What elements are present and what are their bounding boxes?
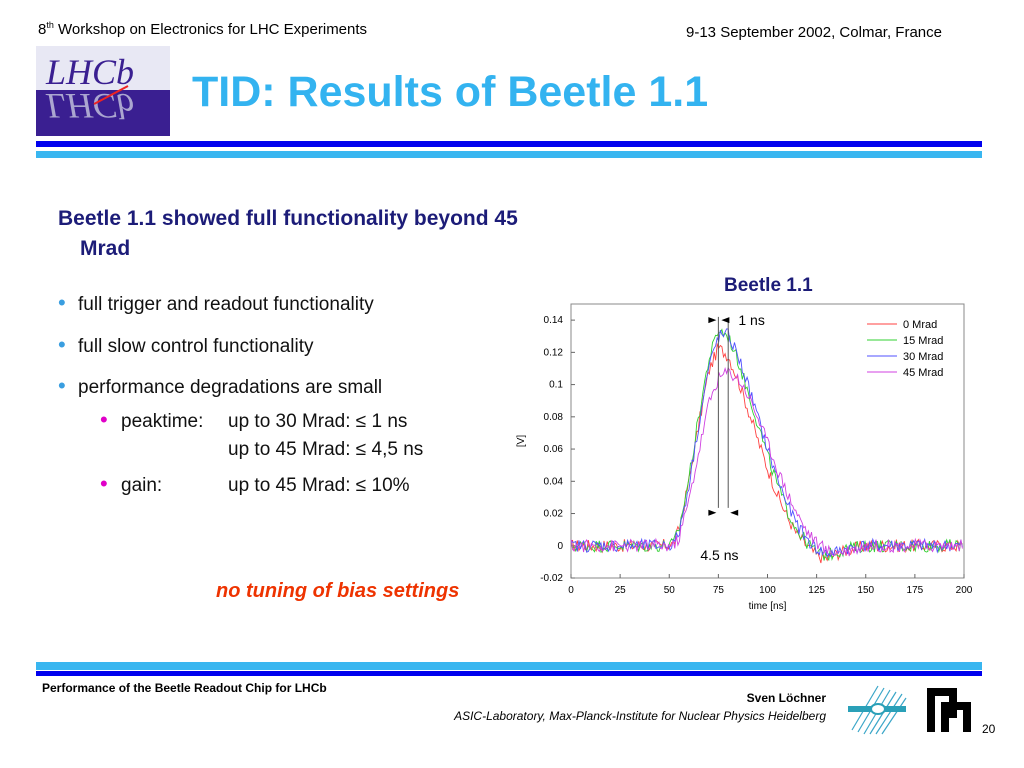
y-tick-label: 0.14 [544,315,564,326]
emphasis-note: no tuning of bias settings [216,580,460,602]
x-axis-label: time [ns] [749,601,787,612]
lhcb-logo-text: LHCb [45,52,134,92]
footer-rule-light [36,662,982,670]
header-rule-light [36,151,982,158]
y-tick-label: 0.02 [544,509,564,520]
x-tick-label: 150 [857,585,874,596]
header-rule-blue [36,141,982,147]
x-tick-label: 100 [759,585,776,596]
headline-line-1: Beetle 1.1 showed full functionality bey… [58,207,518,230]
headline-line-2: Mrad [80,237,131,260]
sub-bullet-value: up to 30 Mrad: ≤ 1 ns [228,411,408,432]
annotation-4-5ns: 4.5 ns [700,547,738,563]
y-tick-label: 0.08 [544,412,564,423]
arrow-icon [721,317,730,324]
y-tick-label: 0.12 [544,347,564,358]
series-line [570,328,963,558]
page-number: 20 [982,722,996,736]
x-tick-label: 50 [664,585,676,596]
arrow-icon [708,317,717,324]
legend-label: 30 Mrad [903,351,943,363]
sub-bullet-dot-icon: • [100,407,108,432]
y-tick-label: 0.1 [549,380,563,391]
workshop-superscript: th [46,20,54,30]
bullet-item: performance degradations are small [78,377,383,398]
sub-bullet-dot-icon: • [100,471,108,496]
speaker-name: Sven Löchner [746,691,826,705]
footer-rule-blue [36,671,982,676]
arrow-icon [730,509,739,516]
lhcb-logo-reflection: LHCb [45,86,134,126]
headline: Beetle 1.1 showed full functionality bey… [58,204,658,264]
y-tick-label: -0.02 [540,573,563,584]
date-location: 9-13 September 2002, Colmar, France [686,24,942,41]
x-tick-label: 25 [615,585,627,596]
page-title: TID: Results of Beetle 1.1 [192,68,709,116]
series-line [570,366,963,557]
sub-bullet-label: gain: [121,475,163,496]
series-line [570,328,963,562]
institute-name: ASIC-Laboratory, Max-Planck-Institute fo… [454,709,826,723]
legend-label: 0 Mrad [903,319,937,331]
x-tick-label: 75 [713,585,725,596]
x-tick-label: 0 [568,585,574,596]
x-tick-label: 200 [956,585,973,596]
arrow-icon [708,509,717,516]
sub-bullet-value: up to 45 Mrad: ≤ 10% [228,475,410,496]
max-planck-logo-icon [927,688,971,732]
workshop-name: Workshop on Electronics for LHC Experime… [53,21,368,38]
workshop-number: 8 [38,21,47,38]
x-tick-label: 125 [808,585,825,596]
y-axis-label: [V] [516,435,527,447]
chart-title: Beetle 1.1 [724,275,813,296]
bullet-dot-icon: • [58,373,66,398]
annotation-1ns: 1 ns [738,312,764,328]
y-tick-label: 0.04 [544,476,564,487]
bullet-item: full trigger and readout functionality [78,294,374,315]
y-tick-label: 0.06 [544,444,564,455]
sub-bullet-label: peaktime: [121,411,204,432]
legend-label: 15 Mrad [903,335,943,347]
workshop-title: 8th Workshop on Electronics for LHC Expe… [38,20,367,38]
mpi-asic-logo-icon [848,685,907,735]
y-tick-label: 0 [557,541,563,552]
bullet-dot-icon: • [58,290,66,315]
lhcb-logo: LHCb LHCb [36,46,170,136]
pulse-shape-chart: 0 25 50 75 100 125 150 175 200 -0.02 0 0.02 0.04 0.06… [516,303,973,612]
bullet-item: full slow control functionality [78,336,314,357]
legend-label: 45 Mrad [903,367,943,379]
x-tick-label: 175 [907,585,924,596]
lhcb-logo-graphic: LHCb LHCb [36,46,170,136]
sub-bullet-value: up to 45 Mrad: ≤ 4,5 ns [228,439,424,460]
talk-title: Performance of the Beetle Readout Chip f… [42,681,327,695]
bullet-dot-icon: • [58,332,66,357]
